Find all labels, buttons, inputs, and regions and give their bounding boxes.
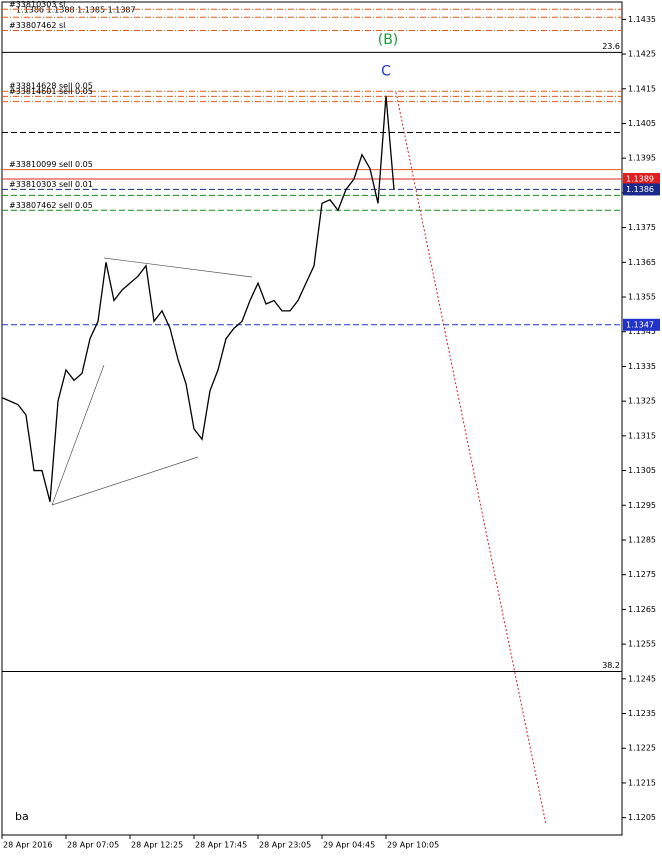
y-tick-label: 1.1205 [628,813,656,822]
wedge-line [103,257,253,278]
fibo-label: 38.2 [602,661,620,670]
price-tag [623,318,660,331]
y-tick-label: 1.1325 [628,397,656,406]
y-tick-label: 1.1235 [628,709,656,718]
y-tick-label: 1.1365 [628,258,656,267]
price-tag [623,183,660,196]
y-tick-label: 1.1415 [628,84,656,93]
y-tick-label: 1.1375 [628,223,656,232]
order-label: #33810303 sl [9,0,65,9]
fibo-label: 23.6 [602,42,620,51]
header: 1.1386 1.1388 1.1385 1.1387 [16,6,136,15]
plot-frame [1,1,623,836]
x-tick-label: 28 Apr 12:25 [131,841,183,850]
price-tag [623,173,660,186]
order-label: #33814601 sell 0.05 [9,87,93,96]
order-label: #33814628 sell 0.05 [9,82,93,91]
projection-line [395,92,547,825]
price-tag-label: 1.1386 [626,185,654,194]
x-tick-label: 28 Apr 07:05 [67,841,119,850]
y-tick-label: 1.1405 [628,119,656,128]
wave-label: C [381,63,391,79]
y-tick-label: 1.1425 [628,50,656,59]
y-tick-label: 1.1435 [628,15,656,24]
x-tick-label: 28 Apr 23:05 [259,841,311,850]
price-tag-label: 1.1389 [626,175,654,184]
order-label: #33807462 sell 0.05 [9,201,93,210]
y-tick-label: 1.1345 [628,327,656,336]
y-tick-label: 1.1225 [628,744,656,753]
wedge-line [51,364,105,506]
y-tick-label: 1.1355 [628,293,656,302]
y-tick-label: 1.1295 [628,501,656,510]
order-label: #33810099 sell 0.05 [9,160,93,169]
y-tick-label: 1.1255 [628,640,656,649]
y-tick-label: 1.1245 [628,674,656,683]
x-tick-label: 28 Apr 2016 [3,841,52,850]
y-tick-label: 1.1305 [628,466,656,475]
price-tag-label: 1.1347 [626,320,654,329]
y-tick-label: 1.1215 [628,778,656,787]
y-tick-label: 1.1335 [628,362,656,371]
wave-label: (B) [378,32,399,48]
y-tick-label: 1.1315 [628,431,656,440]
order-label: #33807462 sl [9,21,65,30]
y-tick-label: 1.1275 [628,570,656,579]
x-tick-label: 29 Apr 04:45 [323,841,375,850]
price-line [1,95,395,502]
x-tick-label: 29 Apr 10:05 [387,841,439,850]
y-tick-label: 1.1285 [628,535,656,544]
wedge-line [51,456,199,506]
y-tick-label: 1.1395 [628,154,656,163]
x-tick-label: 28 Apr 17:45 [195,841,247,850]
order-label: #33810303 sell 0.01 [9,180,93,189]
watermark: ba [15,810,29,823]
y-tick-label: 1.1265 [628,605,656,614]
